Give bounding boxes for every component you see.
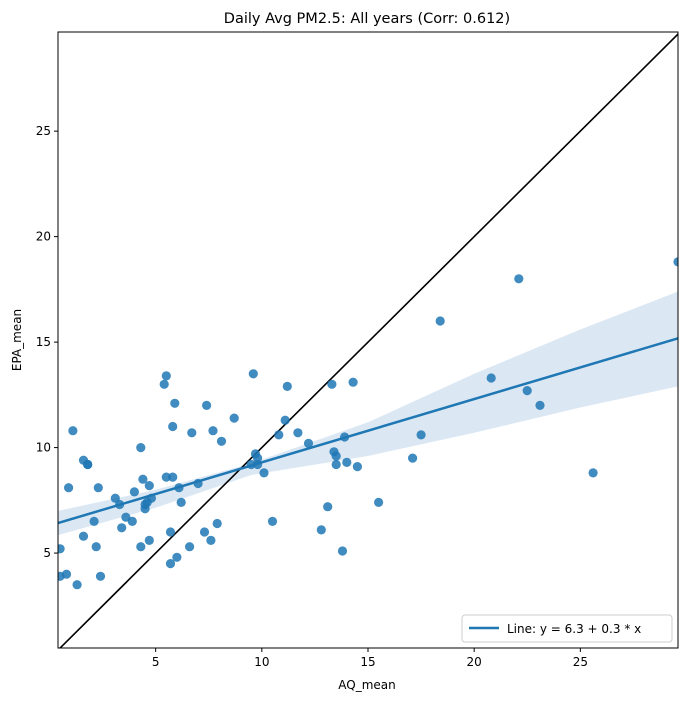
data-point (316, 525, 326, 535)
data-point (535, 400, 545, 410)
data-point (303, 438, 314, 448)
x-tick-label: 15 (360, 655, 375, 669)
data-point (588, 468, 598, 478)
y-tick-label: 15 (36, 335, 51, 349)
y-axis-label: EPA_mean (10, 309, 24, 371)
y-tick-label: 5 (43, 546, 51, 560)
data-point (127, 516, 137, 527)
confidence-band (58, 291, 678, 536)
regression-line (58, 337, 678, 525)
data-point (68, 426, 78, 436)
data-point (170, 398, 180, 408)
data-point (216, 436, 227, 446)
data-point (95, 571, 106, 581)
data-point (58, 544, 65, 554)
data-point (93, 483, 103, 493)
data-point (337, 546, 348, 556)
chart-title: Daily Avg PM2.5: All years (Corr: 0.612) (224, 11, 510, 27)
data-point (161, 472, 171, 482)
data-point (435, 316, 445, 326)
data-point (486, 373, 496, 383)
data-point (199, 527, 210, 537)
data-point (176, 497, 186, 507)
data-point (267, 516, 278, 527)
data-point (138, 474, 148, 484)
data-point (136, 542, 146, 552)
data-point (293, 428, 303, 438)
data-point (165, 527, 176, 537)
data-point (117, 523, 127, 533)
data-point (416, 430, 426, 440)
data-point (78, 531, 89, 541)
x-tick-label: 20 (467, 655, 482, 669)
data-point (206, 535, 216, 546)
data-point (253, 453, 263, 463)
data-point (274, 430, 284, 440)
data-point (83, 459, 93, 470)
data-point (172, 552, 182, 562)
data-point (280, 415, 290, 425)
x-tick-label: 25 (573, 655, 588, 669)
data-point (282, 381, 292, 391)
data-point (259, 468, 269, 478)
data-point (136, 443, 146, 453)
identity-line (58, 33, 678, 648)
data-point (89, 516, 99, 527)
data-point (64, 483, 74, 493)
data-point (352, 462, 362, 472)
y-tick-label: 10 (36, 441, 51, 455)
data-point (144, 481, 154, 491)
data-point (374, 497, 384, 507)
data-point (61, 569, 72, 579)
data-point (323, 502, 333, 512)
data-point (168, 421, 178, 432)
data-point (514, 274, 524, 284)
data-point (91, 542, 101, 552)
data-point (144, 535, 154, 546)
y-axis-ticks: 5 10 15 20 25 (36, 124, 58, 560)
data-point (522, 386, 532, 396)
data-point (248, 369, 258, 379)
data-point (165, 559, 176, 569)
data-point (331, 451, 341, 461)
data-point (159, 379, 169, 389)
x-tick-label: 10 (254, 655, 269, 669)
data-point (212, 518, 222, 529)
legend: Line: y = 6.3 + 0.3 * x (461, 614, 673, 643)
data-point (327, 379, 337, 389)
plot-area (58, 33, 678, 648)
legend-box (461, 614, 673, 643)
data-point (185, 542, 195, 552)
x-axis-label: AQ_mean (338, 678, 395, 692)
data-point (168, 472, 178, 482)
data-point (208, 426, 218, 436)
data-point (348, 377, 358, 387)
data-point (342, 457, 352, 467)
data-point (229, 413, 239, 423)
y-tick-label: 25 (36, 124, 51, 138)
data-point (129, 487, 139, 497)
data-point (161, 371, 171, 381)
data-point (408, 453, 418, 463)
x-tick-label: 5 (152, 655, 160, 669)
data-point (72, 580, 82, 590)
data-point (202, 400, 212, 410)
points-layer (58, 257, 678, 590)
legend-label: Line: y = 6.3 + 0.3 * x (507, 622, 641, 636)
y-tick-label: 20 (36, 230, 51, 244)
data-point (187, 428, 197, 438)
data-point (331, 459, 341, 470)
x-axis-ticks: 5 10 15 20 25 (152, 648, 588, 669)
data-point (673, 257, 678, 267)
